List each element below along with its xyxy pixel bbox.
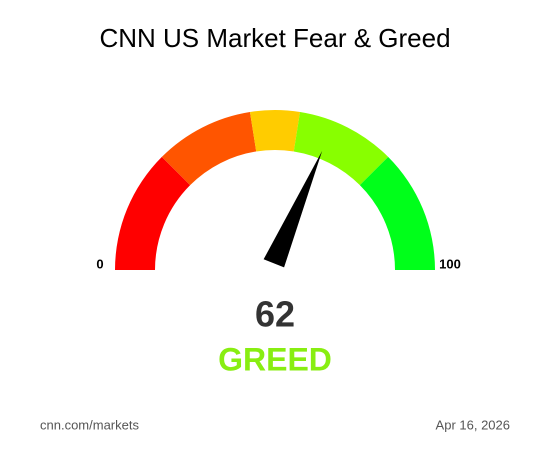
source: cnn.com/markets <box>40 417 139 432</box>
state-label: GREED <box>218 341 332 377</box>
gauge-band <box>161 111 257 186</box>
needle <box>263 150 323 268</box>
date: Apr 16, 2026 <box>436 417 510 432</box>
value-label: 62 <box>255 294 295 335</box>
chart-title: CNN US Market Fear & Greed <box>99 23 450 53</box>
gauge-band <box>249 110 301 152</box>
max-label: 100 <box>439 256 461 271</box>
min-label: 0 <box>96 256 103 271</box>
gauge-band <box>115 156 191 270</box>
gauge-band <box>359 156 435 270</box>
gauge-band <box>293 111 389 186</box>
